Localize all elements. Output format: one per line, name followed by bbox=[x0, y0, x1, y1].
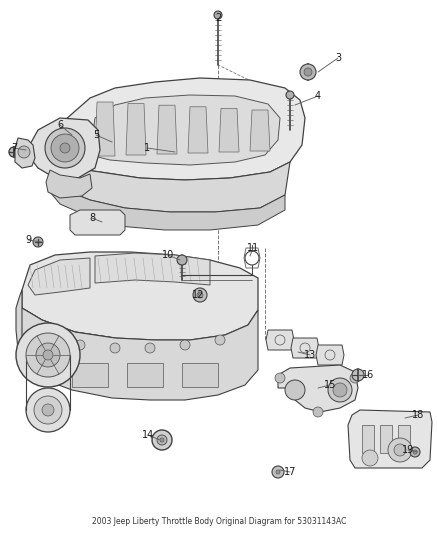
Circle shape bbox=[300, 64, 316, 80]
Text: 9: 9 bbox=[25, 235, 31, 245]
Circle shape bbox=[9, 147, 19, 157]
Text: 6: 6 bbox=[57, 120, 63, 130]
Circle shape bbox=[177, 255, 187, 265]
Polygon shape bbox=[278, 365, 358, 412]
Text: 1: 1 bbox=[144, 143, 150, 153]
Polygon shape bbox=[15, 138, 35, 168]
Polygon shape bbox=[95, 102, 115, 156]
Text: 15: 15 bbox=[324, 380, 336, 390]
Circle shape bbox=[60, 143, 70, 153]
Circle shape bbox=[410, 447, 420, 457]
Circle shape bbox=[36, 343, 60, 367]
Polygon shape bbox=[50, 180, 285, 230]
Polygon shape bbox=[250, 110, 270, 151]
Circle shape bbox=[214, 11, 222, 19]
Circle shape bbox=[313, 407, 323, 417]
Circle shape bbox=[304, 68, 312, 76]
Text: 10: 10 bbox=[162, 250, 174, 260]
Text: 4: 4 bbox=[315, 91, 321, 101]
Text: 7: 7 bbox=[11, 143, 17, 153]
Circle shape bbox=[276, 470, 280, 474]
Circle shape bbox=[51, 134, 79, 162]
Circle shape bbox=[34, 396, 62, 424]
Circle shape bbox=[275, 373, 285, 383]
Polygon shape bbox=[55, 78, 305, 180]
Circle shape bbox=[26, 333, 70, 377]
Polygon shape bbox=[70, 210, 125, 235]
Polygon shape bbox=[28, 258, 90, 295]
Polygon shape bbox=[52, 162, 290, 212]
Text: 2: 2 bbox=[215, 13, 221, 23]
Polygon shape bbox=[362, 425, 374, 453]
Circle shape bbox=[413, 450, 417, 454]
Text: 13: 13 bbox=[304, 350, 316, 360]
Polygon shape bbox=[266, 330, 294, 350]
Text: 14: 14 bbox=[142, 430, 154, 440]
Circle shape bbox=[197, 292, 203, 298]
Circle shape bbox=[272, 466, 284, 478]
Polygon shape bbox=[46, 170, 92, 198]
Text: 5: 5 bbox=[93, 130, 99, 140]
Circle shape bbox=[333, 383, 347, 397]
Circle shape bbox=[180, 340, 190, 350]
Circle shape bbox=[16, 323, 80, 387]
Circle shape bbox=[75, 340, 85, 350]
Polygon shape bbox=[95, 253, 210, 285]
Text: 17: 17 bbox=[284, 467, 296, 477]
Circle shape bbox=[394, 444, 406, 456]
Polygon shape bbox=[90, 95, 280, 165]
Circle shape bbox=[110, 343, 120, 353]
Circle shape bbox=[285, 380, 305, 400]
Circle shape bbox=[157, 435, 167, 445]
Polygon shape bbox=[28, 118, 100, 178]
Circle shape bbox=[215, 335, 225, 345]
Circle shape bbox=[26, 388, 70, 432]
Circle shape bbox=[286, 91, 294, 99]
Polygon shape bbox=[22, 308, 258, 400]
Text: 16: 16 bbox=[362, 370, 374, 380]
Polygon shape bbox=[157, 105, 177, 154]
Text: 3: 3 bbox=[335, 53, 341, 63]
Text: 8: 8 bbox=[89, 213, 95, 223]
Polygon shape bbox=[188, 107, 208, 153]
Circle shape bbox=[43, 350, 53, 360]
Circle shape bbox=[33, 237, 43, 247]
Polygon shape bbox=[126, 103, 146, 155]
Polygon shape bbox=[398, 425, 410, 453]
Polygon shape bbox=[348, 410, 432, 468]
Text: 11: 11 bbox=[247, 243, 259, 253]
Polygon shape bbox=[380, 425, 392, 453]
Circle shape bbox=[42, 404, 54, 416]
Text: 18: 18 bbox=[412, 410, 424, 420]
Polygon shape bbox=[22, 252, 258, 340]
Text: 19: 19 bbox=[402, 445, 414, 455]
Circle shape bbox=[152, 430, 172, 450]
Polygon shape bbox=[16, 290, 115, 385]
Polygon shape bbox=[291, 338, 319, 358]
Polygon shape bbox=[182, 363, 218, 387]
Polygon shape bbox=[219, 108, 239, 152]
Circle shape bbox=[45, 128, 85, 168]
Text: 2003 Jeep Liberty Throttle Body Original Diagram for 53031143AC: 2003 Jeep Liberty Throttle Body Original… bbox=[92, 518, 346, 527]
Circle shape bbox=[193, 288, 207, 302]
Circle shape bbox=[388, 438, 412, 462]
Polygon shape bbox=[72, 363, 108, 387]
Text: 12: 12 bbox=[192, 290, 204, 300]
Polygon shape bbox=[127, 363, 163, 387]
Circle shape bbox=[350, 373, 360, 383]
Circle shape bbox=[362, 450, 378, 466]
Circle shape bbox=[328, 378, 352, 402]
Circle shape bbox=[352, 369, 364, 381]
Polygon shape bbox=[316, 345, 344, 365]
Circle shape bbox=[18, 146, 30, 158]
Circle shape bbox=[160, 438, 164, 442]
Circle shape bbox=[145, 343, 155, 353]
